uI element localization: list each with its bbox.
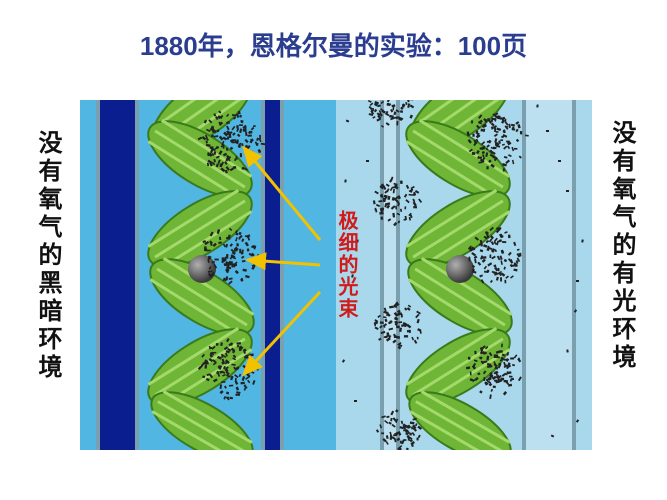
light-environment-panel	[336, 100, 592, 450]
bacteria-cluster	[463, 222, 529, 288]
bacteria-speck	[576, 280, 579, 282]
light-beam-arrow	[234, 282, 330, 384]
bacteria-speck	[366, 160, 369, 162]
page-title: 1880年，恩格尔曼的实验：100页	[0, 0, 667, 63]
bacteria-speck	[551, 434, 555, 437]
bacteria-speck	[536, 104, 538, 107]
adjacent-cell-left	[80, 100, 100, 450]
bacteria-speck	[354, 400, 357, 402]
bacteria-cluster	[374, 403, 428, 450]
right-condition-label: 没有氧气的有光环境	[604, 120, 639, 372]
left-condition-label: 没有氧气的黑暗环境	[30, 130, 65, 382]
bacteria-speck	[566, 190, 569, 192]
bacteria-cluster	[369, 296, 427, 354]
bacteria-cluster	[461, 105, 531, 175]
light-beam-arrow	[234, 138, 330, 250]
bacteria-speck	[546, 130, 549, 132]
light-beam-arrow	[238, 250, 330, 275]
title-text: 1880年，恩格尔曼的实验：100页	[140, 31, 527, 61]
bacteria-cluster	[367, 171, 425, 229]
bacteria-speck	[558, 160, 561, 162]
light-beam-label: 极细的光束	[332, 210, 361, 320]
bacteria-cluster	[362, 100, 420, 135]
bacteria-cluster	[463, 335, 529, 401]
adjacent-cell-right	[572, 100, 592, 450]
bacteria-speck	[566, 349, 568, 352]
